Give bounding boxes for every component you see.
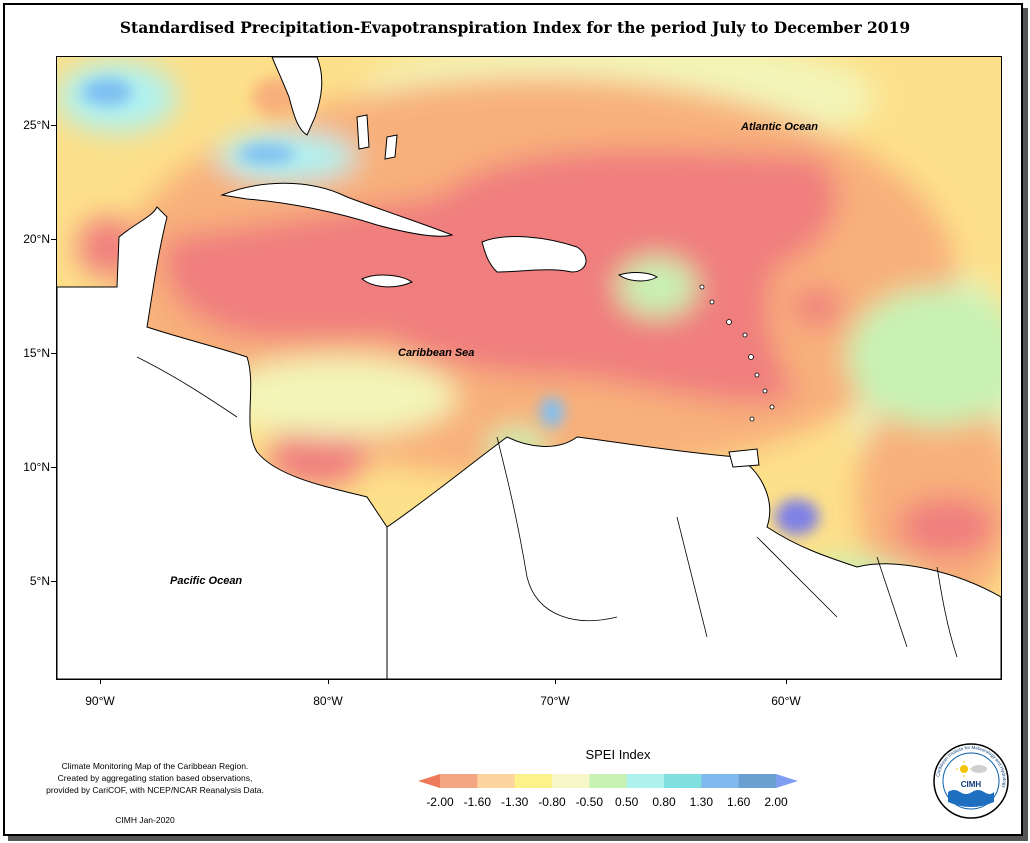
legend-break-label: -2.00 bbox=[426, 795, 454, 809]
lon-tickmark bbox=[100, 679, 101, 684]
spei-field bbox=[57, 57, 1001, 677]
lat-tickmark bbox=[51, 467, 56, 468]
lon-tickmark bbox=[555, 679, 556, 684]
lat-tick-10n: 10°N bbox=[23, 460, 50, 474]
legend-swatch bbox=[514, 774, 553, 788]
lon-tickmark bbox=[328, 679, 329, 684]
legend-title: SPEI Index bbox=[585, 747, 651, 762]
legend-break-label: -1.30 bbox=[500, 795, 529, 809]
legend-swatch bbox=[701, 774, 740, 788]
legend-swatch bbox=[440, 774, 478, 788]
legend-swatch bbox=[589, 774, 628, 788]
legend-arrow-low bbox=[418, 774, 440, 788]
footnote-text: Climate Monitoring Map of the Caribbean … bbox=[20, 760, 290, 796]
lon-tick-70w: 70°W bbox=[540, 694, 570, 708]
footnote-credit: CIMH Jan-2020 bbox=[115, 815, 175, 825]
cimh-logo: CIMH Caribbean Institute for Meteorology… bbox=[933, 743, 1009, 819]
legend-break-label: 0.50 bbox=[614, 795, 639, 809]
legend-break-label: 1.60 bbox=[726, 795, 751, 809]
lon-tickmark bbox=[786, 679, 787, 684]
cloud-icon bbox=[971, 765, 987, 773]
legend-swatch bbox=[626, 774, 665, 788]
legend-break-label: -0.50 bbox=[575, 795, 603, 809]
legend-colorbar bbox=[418, 774, 798, 788]
lat-tick-5n: 5°N bbox=[29, 574, 50, 588]
legend-break-label: -0.80 bbox=[538, 795, 566, 809]
borders bbox=[136, 356, 958, 658]
atlantic-ocean-label: Atlantic Ocean bbox=[741, 121, 819, 133]
legend-swatch bbox=[738, 774, 777, 788]
legend-swatch bbox=[477, 774, 516, 788]
lat-tickmark bbox=[51, 581, 56, 582]
land-masses bbox=[57, 57, 1001, 679]
lat-tick-20n: 20°N bbox=[23, 232, 50, 246]
lesser-antilles bbox=[699, 284, 775, 422]
pacific-ocean-label: Pacific Ocean bbox=[170, 575, 243, 587]
lon-tick-80w: 80°W bbox=[313, 694, 343, 708]
map-canvas bbox=[57, 57, 1001, 679]
spei-map[interactable]: Atlantic Ocean Caribbean Sea Pacific Oce… bbox=[56, 56, 1002, 680]
legend-break-label: -1.60 bbox=[463, 795, 491, 809]
footnote-line-2: Created by aggregating station based obs… bbox=[57, 773, 253, 783]
lat-tickmark bbox=[51, 239, 56, 240]
legend-swatch bbox=[552, 774, 590, 788]
lon-tick-90w: 90°W bbox=[85, 694, 115, 708]
legend-break-label: 1.30 bbox=[689, 795, 713, 809]
lon-tick-60w: 60°W bbox=[771, 694, 801, 708]
logo-text: CIMH bbox=[961, 780, 982, 789]
map-title: Standardised Precipitation-Evapotranspir… bbox=[119, 18, 911, 37]
legend-break-label: 0.80 bbox=[652, 795, 676, 809]
legend-arrow-high bbox=[776, 774, 798, 788]
footnote-line-1: Climate Monitoring Map of the Caribbean … bbox=[61, 761, 249, 771]
waves-icon bbox=[948, 790, 994, 807]
footnote-line-3: provided by CariCOF, with NCEP/NCAR Rean… bbox=[46, 785, 264, 795]
lat-tick-25n: 25°N bbox=[23, 118, 50, 132]
lat-tickmark bbox=[51, 125, 56, 126]
caribbean-sea-label: Caribbean Sea bbox=[398, 347, 475, 359]
lat-tickmark bbox=[51, 353, 56, 354]
lat-tick-15n: 15°N bbox=[23, 346, 50, 360]
legend-swatch bbox=[664, 774, 702, 788]
legend-break-label: 2.00 bbox=[764, 795, 788, 809]
